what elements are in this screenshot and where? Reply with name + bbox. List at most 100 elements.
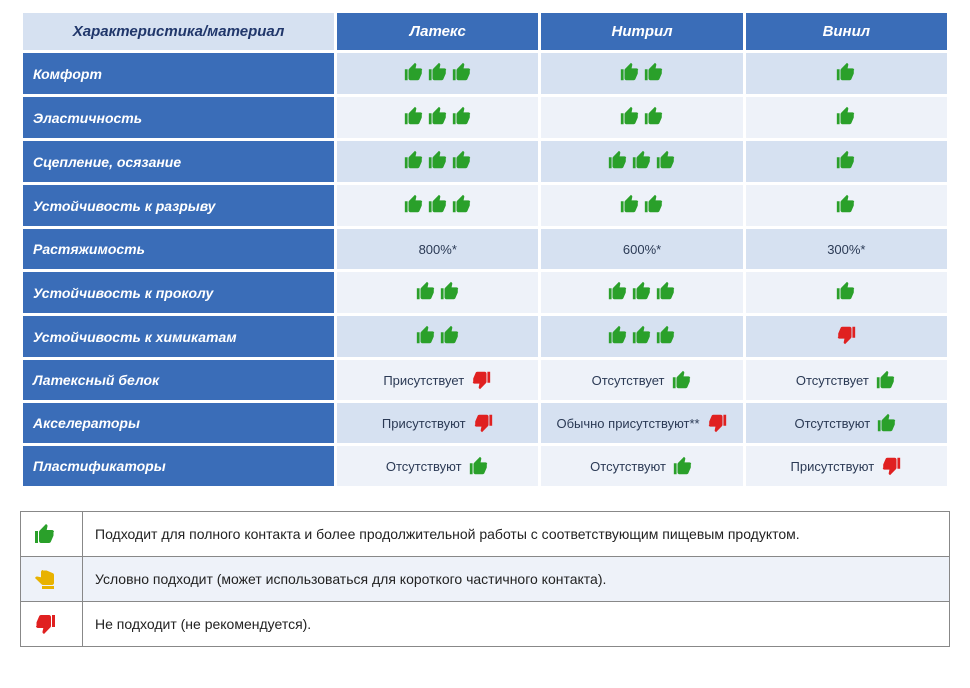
table-cell <box>541 185 742 226</box>
table-cell <box>337 97 538 138</box>
rating-icons <box>607 280 677 302</box>
thumb-up-icon <box>607 280 629 302</box>
thumb-up-icon <box>631 149 653 171</box>
rating-icons <box>415 280 461 302</box>
rating-icons <box>403 61 473 83</box>
table-cell <box>541 272 742 313</box>
table-cell: Отсутствуют <box>746 403 947 443</box>
cell-text: 300%* <box>827 242 865 257</box>
cell-text: 600%* <box>623 242 661 257</box>
cell-text-with-icon: Отсутствуют <box>386 455 490 477</box>
legend-row: Не подходит (не рекомендуется). <box>21 602 950 647</box>
table-cell <box>337 316 538 357</box>
legend-text: Условно подходит (может использоваться д… <box>83 557 950 602</box>
thumb-up-icon <box>643 193 665 215</box>
thumb-up-icon <box>439 280 461 302</box>
row-header: Устойчивость к химикатам <box>23 316 334 357</box>
thumb-up-icon <box>655 324 677 346</box>
thumb-up-icon <box>427 61 449 83</box>
table-row: АкселераторыПрисутствуютОбычно присутств… <box>23 403 947 443</box>
thumb-up-icon <box>403 193 425 215</box>
table-corner-header: Характеристика/материал <box>23 13 334 50</box>
thumb-up-icon <box>403 61 425 83</box>
rating-icons <box>607 149 677 171</box>
rating-icons <box>403 149 473 171</box>
table-cell <box>541 316 742 357</box>
row-header: Сцепление, осязание <box>23 141 334 182</box>
thumb-down-icon <box>470 369 492 391</box>
cell-text: Отсутствуют <box>794 416 870 431</box>
legend-row: Подходит для полного контакта и более пр… <box>21 512 950 557</box>
row-header: Латексный белок <box>23 360 334 400</box>
thumb-up-icon <box>451 149 473 171</box>
thumb-side-icon <box>33 567 57 591</box>
row-header: Комфорт <box>23 53 334 94</box>
cell-text: Отсутствуют <box>590 459 666 474</box>
thumb-down-icon <box>472 412 494 434</box>
thumb-up-icon <box>631 280 653 302</box>
thumb-down-icon <box>33 612 57 636</box>
rating-icons <box>835 324 857 346</box>
rating-icons <box>403 193 473 215</box>
thumb-up-icon <box>451 61 473 83</box>
thumb-up-icon <box>451 193 473 215</box>
thumb-up-icon <box>415 280 437 302</box>
table-cell <box>746 185 947 226</box>
thumb-up-icon <box>607 149 629 171</box>
thumb-up-icon <box>619 61 641 83</box>
table-cell <box>541 97 742 138</box>
legend-text: Не подходит (не рекомендуется). <box>83 602 950 647</box>
column-header: Винил <box>746 13 947 50</box>
thumb-up-icon <box>835 61 857 83</box>
table-cell <box>337 53 538 94</box>
cell-text: Присутствует <box>383 373 464 388</box>
table-cell: Обычно присутствуют** <box>541 403 742 443</box>
thumb-up-icon <box>427 105 449 127</box>
table-cell: 800%* <box>337 229 538 269</box>
table-cell <box>746 272 947 313</box>
thumb-up-icon <box>33 522 57 546</box>
row-header: Эластичность <box>23 97 334 138</box>
rating-icons <box>619 105 665 127</box>
legend-icon-cell <box>21 602 83 647</box>
table-cell <box>337 185 538 226</box>
row-header: Пластификаторы <box>23 446 334 486</box>
cell-text-with-icon: Отсутствуют <box>794 412 898 434</box>
thumb-up-icon <box>875 369 897 391</box>
cell-text-with-icon: Отсутствует <box>592 369 693 391</box>
column-header: Нитрил <box>541 13 742 50</box>
table-cell <box>541 53 742 94</box>
rating-icons <box>835 105 857 127</box>
cell-text: Обычно присутствуют** <box>556 416 699 431</box>
thumb-up-icon <box>415 324 437 346</box>
cell-text-with-icon: Присутствует <box>383 369 492 391</box>
table-row: Пластификаторы Отсутствуют Отсутствуют Прис… <box>23 446 947 486</box>
table-cell <box>746 141 947 182</box>
cell-text: Присутствуют <box>382 416 466 431</box>
table-row: Сцепление, осязание <box>23 141 947 182</box>
rating-icons <box>619 61 665 83</box>
table-cell <box>541 141 742 182</box>
thumb-up-icon <box>655 280 677 302</box>
thumb-up-icon <box>468 455 490 477</box>
thumb-up-icon <box>619 193 641 215</box>
thumb-up-icon <box>427 193 449 215</box>
legend-table: Подходит для полного контакта и более пр… <box>20 511 950 647</box>
table-row: Эластичность <box>23 97 947 138</box>
legend-icon-cell <box>21 512 83 557</box>
cell-text: Присутствуют <box>791 459 875 474</box>
thumb-up-icon <box>671 369 693 391</box>
table-cell: Отсутствует <box>541 360 742 400</box>
rating-icons <box>835 61 857 83</box>
rating-icons <box>619 193 665 215</box>
thumb-up-icon <box>835 280 857 302</box>
cell-text: 800%* <box>419 242 457 257</box>
table-cell: Отсутствуют <box>541 446 742 486</box>
thumb-up-icon <box>403 105 425 127</box>
table-cell: Присутствуют <box>746 446 947 486</box>
rating-icons <box>835 149 857 171</box>
legend-text: Подходит для полного контакта и более пр… <box>83 512 950 557</box>
table-cell <box>337 272 538 313</box>
thumb-up-icon <box>643 105 665 127</box>
table-cell: Присутствует <box>337 360 538 400</box>
